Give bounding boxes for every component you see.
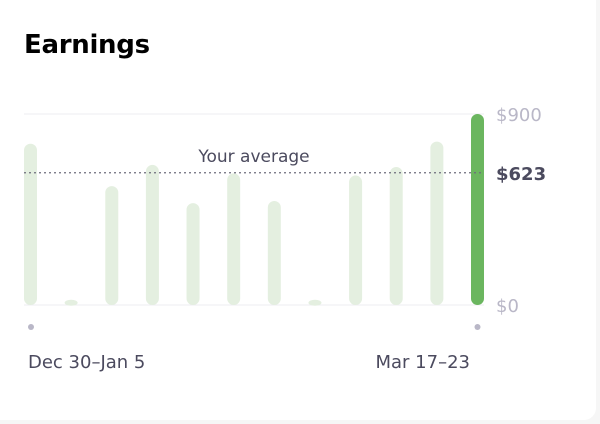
bars-group: [24, 114, 484, 306]
bar-5: [227, 173, 241, 305]
average-caption: Your average: [197, 147, 309, 167]
bar-10: [430, 141, 444, 305]
x-marker-first: [28, 324, 34, 330]
bar-1: [64, 299, 78, 306]
bar-4: [186, 203, 200, 305]
y-tick-min: $0: [496, 296, 519, 317]
bar-7: [308, 299, 322, 306]
bar-11: [471, 114, 484, 305]
x-marker-last: [474, 324, 481, 330]
card-title: Earnings: [24, 30, 150, 60]
bar-9: [389, 167, 403, 305]
bar-6: [267, 201, 281, 305]
x-label-first: Dec 30–Jan 5: [28, 352, 146, 373]
y-tick-max: $900: [496, 105, 542, 126]
average-value-label: $623: [496, 164, 546, 185]
bar-3: [145, 164, 159, 305]
bar-8: [349, 175, 363, 305]
bar-0: [24, 143, 37, 305]
bar-2: [105, 186, 119, 305]
x-label-last: Mar 17–23: [375, 352, 471, 373]
